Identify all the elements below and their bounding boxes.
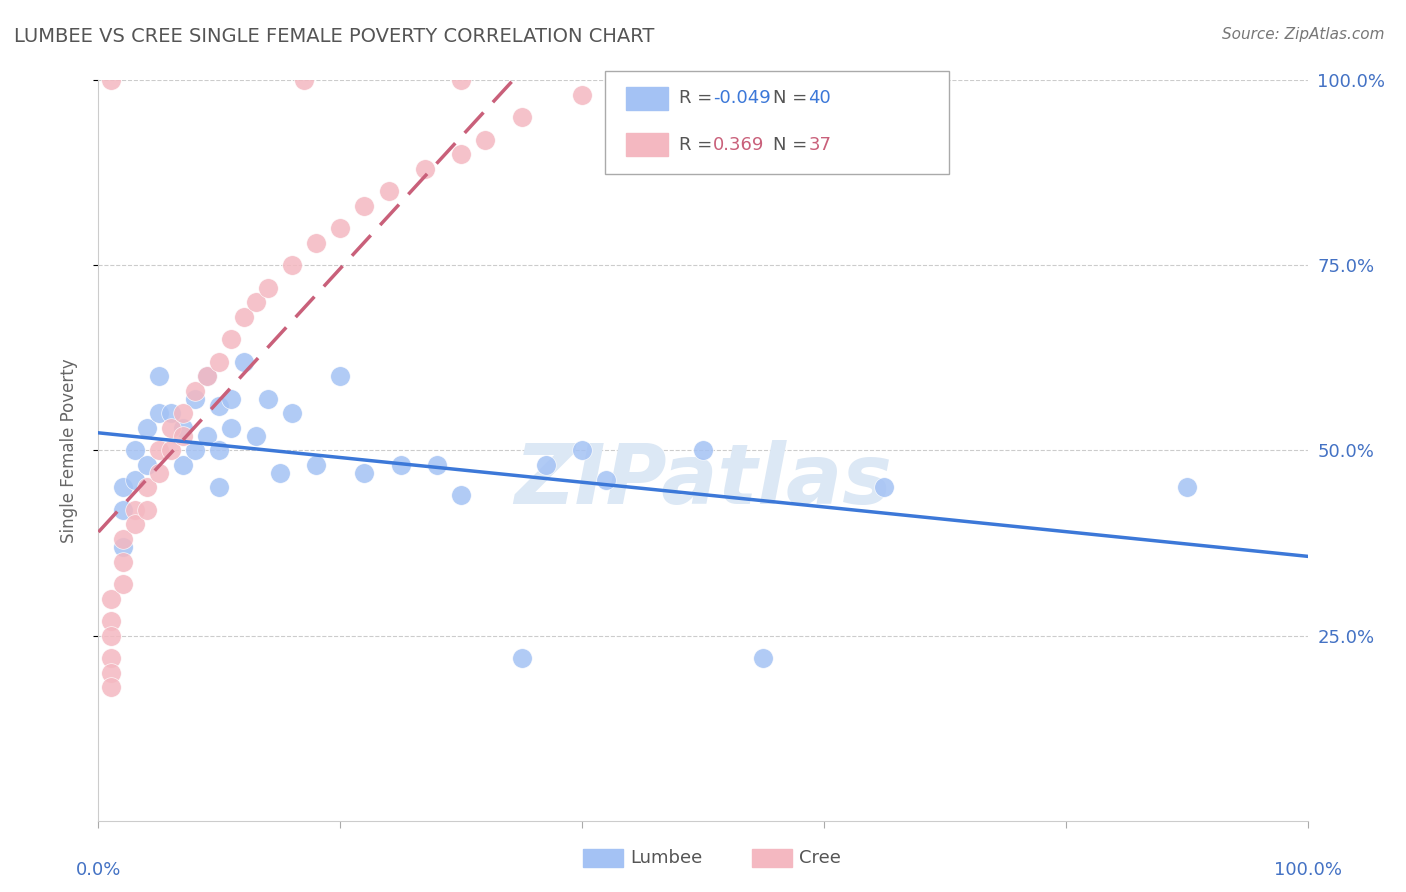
Text: -0.049: -0.049	[713, 89, 770, 107]
Text: Lumbee: Lumbee	[630, 849, 702, 867]
Point	[195, 428, 218, 442]
Point	[100, 614, 122, 628]
Point	[305, 236, 328, 251]
Point	[111, 576, 134, 591]
Point	[184, 384, 207, 399]
Point	[208, 354, 231, 368]
Point	[474, 132, 496, 146]
Point	[269, 466, 291, 480]
Point	[100, 628, 122, 642]
Text: R =: R =	[679, 136, 724, 153]
Point	[1175, 480, 1198, 494]
Text: N =: N =	[773, 89, 813, 107]
Text: R =: R =	[679, 89, 718, 107]
Text: N =: N =	[773, 136, 813, 153]
Point	[111, 540, 134, 554]
Point	[100, 73, 122, 87]
Point	[100, 591, 122, 606]
Point	[135, 502, 157, 516]
Point	[124, 443, 146, 458]
Point	[353, 466, 375, 480]
Text: Source: ZipAtlas.com: Source: ZipAtlas.com	[1222, 27, 1385, 42]
Point	[571, 443, 593, 458]
Point	[595, 473, 617, 487]
Point	[450, 147, 472, 161]
Point	[232, 310, 254, 325]
Point	[148, 369, 170, 384]
Point	[450, 73, 472, 87]
Y-axis label: Single Female Poverty: Single Female Poverty	[59, 359, 77, 542]
Point	[160, 443, 183, 458]
Point	[245, 295, 267, 310]
Text: 37: 37	[808, 136, 831, 153]
Point	[692, 443, 714, 458]
Point	[281, 259, 304, 273]
Point	[510, 650, 533, 665]
Point	[413, 162, 436, 177]
Point	[195, 369, 218, 384]
Point	[292, 73, 315, 87]
Point	[208, 399, 231, 413]
Point	[208, 480, 231, 494]
Point	[353, 199, 375, 213]
Point	[111, 555, 134, 569]
Point	[873, 480, 896, 494]
Point	[256, 392, 278, 406]
Point	[256, 280, 278, 294]
Point	[184, 392, 207, 406]
Point	[195, 369, 218, 384]
Point	[426, 458, 449, 473]
Point	[111, 533, 134, 547]
Point	[160, 407, 183, 421]
Point	[100, 665, 122, 680]
Point	[100, 650, 122, 665]
Text: LUMBEE VS CREE SINGLE FEMALE POVERTY CORRELATION CHART: LUMBEE VS CREE SINGLE FEMALE POVERTY COR…	[14, 27, 654, 45]
Point	[221, 392, 243, 406]
Point	[510, 111, 533, 125]
Point	[305, 458, 328, 473]
Text: ZIPatlas: ZIPatlas	[515, 440, 891, 521]
Text: 0.0%: 0.0%	[76, 862, 121, 880]
Text: 40: 40	[808, 89, 831, 107]
Point	[111, 480, 134, 494]
Point	[534, 458, 557, 473]
Point	[184, 443, 207, 458]
Point	[377, 184, 399, 198]
Point	[124, 473, 146, 487]
Point	[752, 650, 775, 665]
Point	[329, 221, 352, 235]
Point	[208, 443, 231, 458]
Point	[148, 407, 170, 421]
Text: Cree: Cree	[799, 849, 841, 867]
Point	[172, 407, 194, 421]
Text: 0.369: 0.369	[713, 136, 765, 153]
Point	[631, 73, 654, 87]
Text: 100.0%: 100.0%	[1274, 862, 1341, 880]
Point	[281, 407, 304, 421]
Point	[450, 488, 472, 502]
Point	[124, 517, 146, 532]
Point	[160, 421, 183, 435]
Point	[124, 502, 146, 516]
Point	[148, 466, 170, 480]
Point	[135, 421, 157, 435]
Point	[135, 458, 157, 473]
Point	[232, 354, 254, 368]
Point	[148, 443, 170, 458]
Point	[389, 458, 412, 473]
Point	[221, 421, 243, 435]
Point	[245, 428, 267, 442]
Point	[329, 369, 352, 384]
Point	[172, 428, 194, 442]
Point	[135, 480, 157, 494]
Point	[100, 681, 122, 695]
Point	[172, 421, 194, 435]
Point	[221, 332, 243, 346]
Point	[111, 502, 134, 516]
Point	[172, 458, 194, 473]
Point	[571, 88, 593, 103]
